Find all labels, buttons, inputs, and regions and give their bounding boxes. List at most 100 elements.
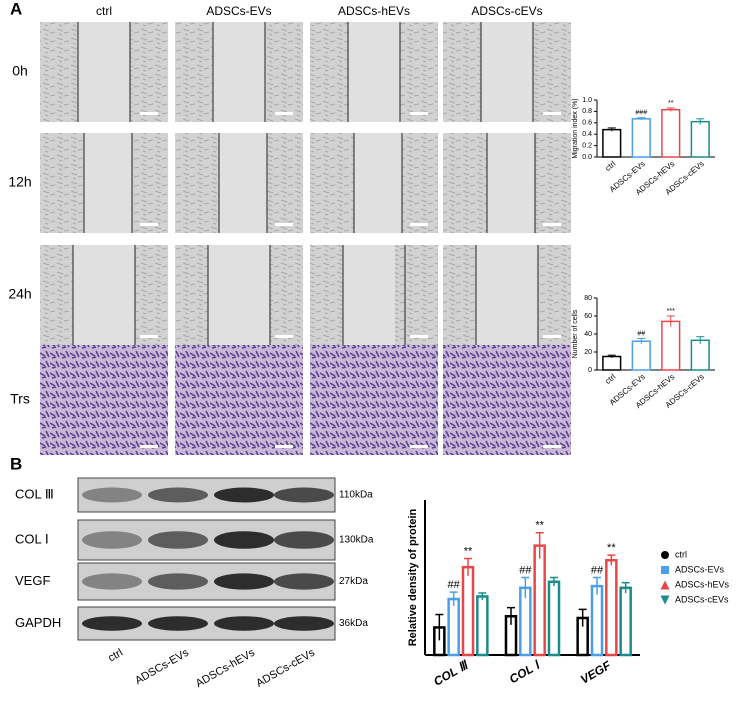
bar: [661, 108, 681, 158]
micrograph: [443, 345, 571, 455]
bar: [661, 320, 681, 371]
legend-label: ADSCs-cEVs: [675, 594, 729, 604]
blot-band: [148, 616, 208, 631]
y-axis-label: Relative density of protein: [407, 508, 419, 646]
blot-band: [214, 573, 274, 590]
significance: ###: [635, 110, 647, 117]
blot-label: GAPDH: [15, 615, 61, 630]
panel-label: B: [10, 454, 22, 473]
significance: **: [535, 520, 544, 532]
x-tick-label: ctrl: [603, 372, 617, 386]
row-label: 24h: [8, 286, 31, 302]
row-label: 12h: [8, 174, 31, 190]
y-tick-label: 40: [584, 331, 592, 338]
scale-bar: [410, 335, 428, 338]
lane-label: ctrl: [106, 647, 125, 665]
scale-bar: [410, 445, 428, 448]
blot-size: 110kDa: [339, 490, 373, 501]
scratch-gap: [343, 245, 395, 345]
scale-bar: [410, 112, 428, 115]
x-tick-label: COL Ⅲ: [431, 657, 471, 688]
blot-band: [274, 487, 334, 503]
scale-bar: [543, 112, 561, 115]
blot-label: COL Ⅲ: [15, 486, 54, 501]
blot-band: [214, 531, 274, 549]
bar: [547, 580, 561, 657]
y-tick-label: 0.4: [582, 131, 592, 138]
bar: [533, 544, 546, 657]
legend-marker: [660, 595, 670, 605]
bar: [631, 118, 651, 158]
blot-band: [82, 487, 142, 503]
scratch-gap: [84, 133, 132, 233]
significance: ##: [519, 564, 532, 576]
blot-size: 36kDa: [339, 618, 368, 629]
blot-label: COL Ⅰ: [15, 531, 49, 546]
scale-bar: [275, 335, 293, 338]
bar: [590, 584, 604, 657]
column-label: ADSCs-hEVs: [338, 4, 410, 18]
significance: ##: [591, 564, 604, 576]
scale-bar: [543, 335, 561, 338]
blot-band: [82, 531, 142, 549]
row-label: 0h: [12, 63, 28, 79]
panel-label: A: [10, 0, 22, 18]
legend-marker: [660, 580, 670, 590]
scale-bar: [140, 335, 158, 338]
scratch-gap: [213, 22, 265, 122]
y-tick-label: 0.0: [582, 154, 592, 161]
y-tick-label: 0.2: [582, 142, 592, 149]
column-label: ADSCs-cEVs: [471, 4, 542, 18]
x-tick-label: VEGF: [578, 658, 614, 687]
western-blot: COL Ⅲ 110kDa COL Ⅰ 130kDa VEGF 27kDa GAPDH 36kD…: [15, 477, 374, 690]
y-tick-label: 80: [584, 295, 592, 302]
blot-band: [274, 616, 334, 631]
micrograph: [310, 345, 438, 455]
scratch-gap: [219, 133, 267, 233]
scratch-gap: [354, 133, 402, 233]
legend-marker: [661, 551, 669, 559]
y-tick-label: 20: [584, 349, 592, 356]
bar: [461, 565, 475, 657]
lane-label: ADSCs-EVs: [133, 646, 191, 687]
blot-band: [274, 573, 334, 590]
scale-bar: [410, 223, 428, 226]
column-label: ADSCs-EVs: [206, 4, 271, 18]
blot-band: [82, 616, 142, 631]
blot-label: VEGF: [15, 573, 50, 588]
significance: **: [607, 542, 616, 554]
significance: ***: [667, 308, 675, 315]
scratch-gap: [481, 22, 533, 122]
blot-size: 130kDa: [339, 535, 374, 546]
y-tick-label: 0: [588, 367, 592, 374]
y-tick-label: 0.8: [582, 108, 592, 115]
bar: [602, 355, 622, 371]
y-axis-label: Migration index (%): [572, 98, 579, 158]
scale-bar: [140, 445, 158, 448]
micrograph: [40, 345, 168, 455]
scratch-gap: [208, 245, 270, 345]
row-label: Trs: [10, 391, 30, 407]
lane-label: ADSCs-hEVs: [194, 646, 258, 690]
bar: [447, 597, 460, 657]
legend-label: ADSCs-EVs: [675, 564, 725, 574]
scale-bar: [140, 112, 158, 115]
scale-bar: [275, 112, 293, 115]
blot-band: [148, 531, 208, 549]
scratch-gap: [476, 245, 538, 345]
scale-bar: [275, 445, 293, 448]
scale-bar: [543, 445, 561, 448]
blot-band: [148, 573, 208, 590]
legend-label: ADSCs-hEVs: [675, 579, 730, 589]
scratch-gap: [78, 22, 130, 122]
blot-band: [274, 531, 334, 549]
blot-band: [82, 573, 142, 590]
blot-size: 27kDa: [339, 576, 368, 587]
bar: [631, 340, 651, 371]
scratch-gap: [73, 245, 135, 345]
scratch-gap: [487, 133, 535, 233]
legend-label: ctrl: [675, 549, 687, 559]
bar: [602, 128, 622, 158]
blot-band: [214, 616, 274, 631]
micrograph-grid: ctrl ADSCs-EVs ADSCs-hEVs ADSCs-cEVs 0h 12h 24…: [8, 4, 571, 455]
